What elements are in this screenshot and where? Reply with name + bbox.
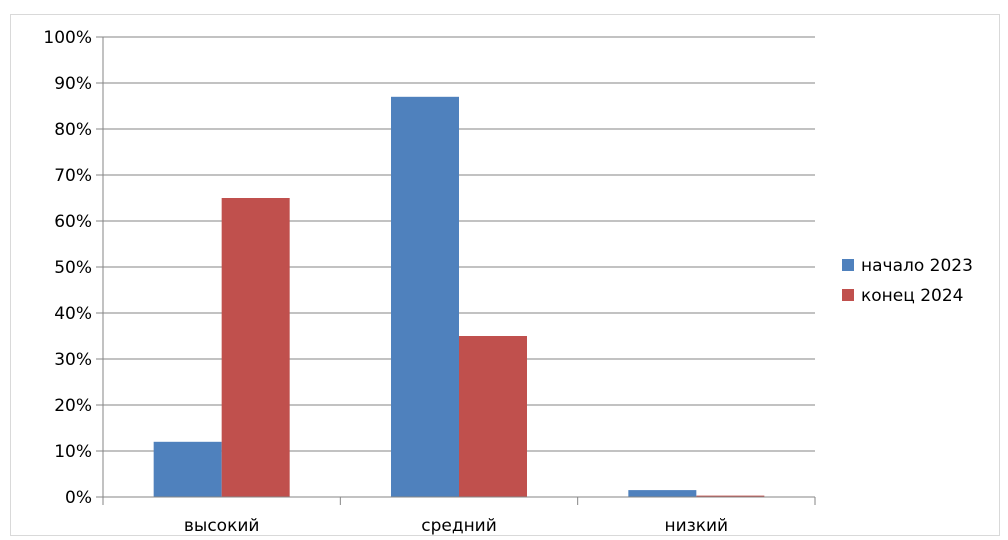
bar-series2-1	[459, 336, 527, 497]
bar-series1-2	[628, 490, 697, 497]
x-tick-label: средний	[421, 516, 497, 536]
y-tick-label: 100%	[43, 28, 92, 48]
y-tick-label: 30%	[54, 350, 92, 370]
y-tick-label: 0%	[65, 488, 92, 508]
x-tick-label: низкий	[665, 516, 729, 536]
bar-series2-2	[696, 495, 765, 497]
y-tick-label: 70%	[54, 166, 92, 186]
x-axis: высокий средний низкий	[102, 496, 816, 536]
bar-series1-1	[391, 96, 459, 498]
legend-label: конец 2024	[861, 286, 963, 306]
bar-series2-0	[221, 198, 290, 497]
bar-series1-0	[153, 441, 222, 497]
y-tick-label: 90%	[54, 74, 92, 94]
y-tick-label: 40%	[54, 304, 92, 324]
x-tick-label: высокий	[184, 516, 260, 536]
bars	[153, 96, 765, 498]
chart-frame	[10, 14, 1000, 536]
legend: начало 2023 конец 2024	[842, 256, 973, 306]
y-tick-label: 10%	[54, 442, 92, 462]
y-tick-label: 20%	[54, 396, 92, 416]
legend-label: начало 2023	[861, 256, 973, 276]
y-axis: 0% 10% 20% 30% 40% 50% 60% 70% 80% 90% 100%	[43, 28, 104, 508]
y-tick-label: 50%	[54, 258, 92, 278]
y-tick-label: 60%	[54, 212, 92, 232]
legend-swatch	[842, 259, 854, 271]
y-tick-label: 80%	[54, 120, 92, 140]
legend-swatch	[842, 289, 854, 301]
